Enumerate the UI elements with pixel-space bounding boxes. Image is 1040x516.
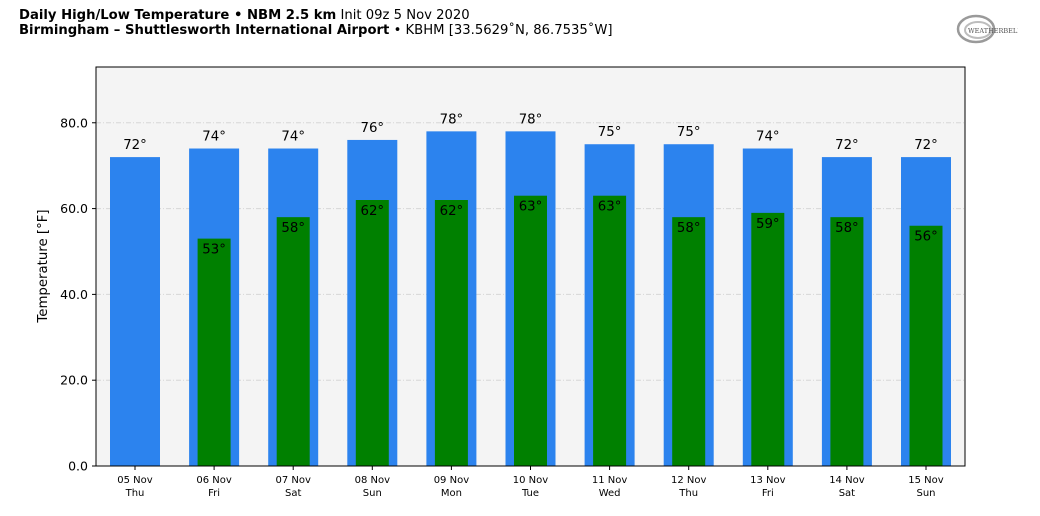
high-temp-label: 72° xyxy=(914,138,938,153)
low-temp-label: 62° xyxy=(440,204,464,219)
x-tick-date: 15 Nov xyxy=(908,475,944,486)
y-axis: 0.0 20.0 40.0 60.0 80.0 xyxy=(60,115,96,474)
low-temp-bar xyxy=(434,200,468,466)
high-temp-label: 72° xyxy=(123,138,147,153)
x-tick-weekday: Sat xyxy=(839,488,855,499)
high-temp-label: 74° xyxy=(756,130,780,145)
logo-text: WEATHERBELL xyxy=(968,27,1018,35)
y-tick-label: 20.0 xyxy=(60,373,88,388)
x-tick-weekday: Tue xyxy=(521,488,539,499)
high-temp-label: 75° xyxy=(598,125,622,140)
high-temp-label: 74° xyxy=(202,130,226,145)
low-temp-bar xyxy=(751,212,785,466)
y-tick-label: 60.0 xyxy=(60,201,88,216)
x-tick-date: 05 Nov xyxy=(117,475,153,486)
x-tick-date: 11 Nov xyxy=(592,475,628,486)
x-tick-date: 07 Nov xyxy=(275,475,311,486)
low-temp-bar xyxy=(276,217,310,466)
high-temp-label: 72° xyxy=(835,138,859,153)
low-temp-label: 53° xyxy=(202,243,226,258)
low-temp-bar xyxy=(514,195,547,467)
y-tick-label: 0.0 xyxy=(68,459,88,474)
low-temp-label: 59° xyxy=(756,217,780,232)
x-tick-date: 09 Nov xyxy=(434,475,470,486)
x-tick-date: 10 Nov xyxy=(513,475,549,486)
title-line-2: Birmingham – Shuttlesworth International… xyxy=(19,23,613,38)
low-temp-label: 63° xyxy=(519,200,543,215)
x-tick-date: 08 Nov xyxy=(355,475,391,486)
x-tick-date: 13 Nov xyxy=(750,475,786,486)
x-tick-weekday: Fri xyxy=(762,488,774,499)
weatherbell-logo: WEATHERBELL xyxy=(956,14,1018,44)
low-temp-label: 62° xyxy=(361,204,385,219)
low-temp-bar xyxy=(672,217,706,466)
title-init-time: Init 09z 5 Nov 2020 xyxy=(340,8,470,23)
low-temp-label: 58° xyxy=(281,221,305,236)
x-tick-weekday: Thu xyxy=(678,488,698,499)
y-tick-label: 40.0 xyxy=(60,287,88,302)
low-temp-bar xyxy=(197,238,231,466)
high-temp-label: 75° xyxy=(677,125,701,140)
low-temp-bar xyxy=(355,200,389,466)
low-temp-bar xyxy=(593,195,627,467)
y-tick-label: 80.0 xyxy=(60,115,88,130)
x-tick-weekday: Sat xyxy=(285,488,301,499)
chart-title: Daily High/Low Temperature • NBM 2.5 km … xyxy=(19,8,613,38)
x-tick-date: 12 Nov xyxy=(671,475,707,486)
x-tick-date: 14 Nov xyxy=(829,475,865,486)
high-temp-bar xyxy=(110,157,160,466)
x-tick-weekday: Mon xyxy=(441,488,462,499)
high-temp-label: 76° xyxy=(361,121,385,136)
bars-layer xyxy=(110,131,951,467)
y-axis-label: Temperature [°F] xyxy=(36,209,51,323)
high-temp-label: 78° xyxy=(440,112,464,127)
x-tick-weekday: Sun xyxy=(363,488,382,499)
x-tick-weekday: Wed xyxy=(599,488,621,499)
labels-layer: 72° 74° 53° 74° 58° 76° 62° 78° 62° 78° 63° 75° 63° 7… xyxy=(123,112,938,257)
x-tick-date: 06 Nov xyxy=(196,475,232,486)
low-temp-label: 58° xyxy=(677,221,701,236)
low-temp-bar xyxy=(830,217,864,466)
high-temp-label: 78° xyxy=(519,112,543,127)
high-temp-label: 74° xyxy=(281,130,305,145)
low-temp-label: 63° xyxy=(598,200,622,215)
title-station: • KBHM [33.5629˚N, 86.7535˚W] xyxy=(393,23,613,38)
low-temp-label: 56° xyxy=(914,230,938,245)
x-tick-weekday: Thu xyxy=(125,488,145,499)
low-temp-bar xyxy=(909,225,943,466)
x-tick-weekday: Sun xyxy=(916,488,935,499)
title-line-1: Daily High/Low Temperature • NBM 2.5 km … xyxy=(19,8,613,23)
low-temp-label: 58° xyxy=(835,221,859,236)
title-location: Birmingham – Shuttlesworth International… xyxy=(19,23,390,38)
x-axis: 05 Nov Thu 06 Nov Fri 07 Nov Sat 08 Nov Sun 09 N… xyxy=(117,466,944,499)
x-tick-weekday: Fri xyxy=(208,488,220,499)
title-main: Daily High/Low Temperature • NBM 2.5 km xyxy=(19,8,337,23)
